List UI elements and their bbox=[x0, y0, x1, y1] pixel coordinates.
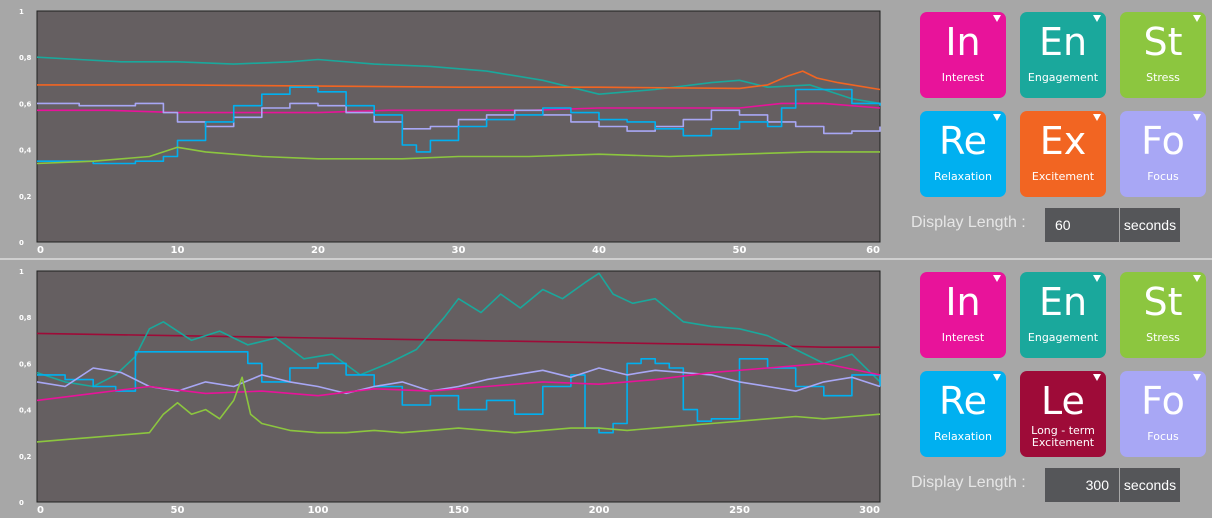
chart300-x-tick-label: 200 bbox=[589, 505, 610, 516]
chart60-y-tick-label: 0,2 bbox=[19, 193, 32, 201]
tile-stress[interactable]: St Stress bbox=[1120, 12, 1206, 98]
emotion-panel-60s: 0 10 20 30 40 50 60 0 0,2 0,4 0,6 0,8 1 In Interest … bbox=[0, 0, 1212, 258]
chart60-y-tick-label: 1 bbox=[19, 8, 24, 16]
chart300-y-tick-label: 0 bbox=[19, 499, 24, 507]
dropdown-caret-icon[interactable] bbox=[993, 15, 1001, 22]
tile-symbol: Fo bbox=[1141, 119, 1185, 163]
tile-engagement[interactable]: En Engagement bbox=[1020, 272, 1106, 358]
dropdown-caret-icon[interactable] bbox=[1093, 15, 1101, 22]
chart60-y-tick-label: 0,4 bbox=[19, 147, 32, 155]
dropdown-caret-icon[interactable] bbox=[993, 275, 1001, 282]
tile-engagement[interactable]: En Engagement bbox=[1020, 12, 1106, 98]
tile-label: Engagement bbox=[1027, 331, 1099, 344]
tile-label: Focus bbox=[1147, 430, 1179, 443]
emotion-panel-300s: 0 50 100 150 200 250 300 0 0,2 0,4 0,6 0,8 1 In Inte… bbox=[0, 260, 1212, 518]
tile-relaxation[interactable]: Re Relaxation bbox=[920, 371, 1006, 457]
tile-symbol: Re bbox=[938, 119, 988, 163]
tile-label: Interest bbox=[941, 71, 985, 84]
panel-divider bbox=[0, 258, 1212, 260]
tile-interest[interactable]: In Interest bbox=[920, 272, 1006, 358]
tile-focus[interactable]: Fo Focus bbox=[1120, 111, 1206, 197]
metrics-chart-60s-svg: 0 10 20 30 40 50 60 0 0,2 0,4 0,6 0,8 1 bbox=[19, 8, 881, 256]
tile-label: Engagement bbox=[1027, 71, 1099, 84]
tile-label: Focus bbox=[1147, 170, 1179, 183]
dropdown-caret-icon[interactable] bbox=[1193, 114, 1201, 121]
tile-stress[interactable]: St Stress bbox=[1120, 272, 1206, 358]
dropdown-caret-icon[interactable] bbox=[993, 114, 1001, 121]
tile-symbol: Le bbox=[1041, 379, 1085, 423]
metrics-chart-300s-svg: 0 50 100 150 200 250 300 0 0,2 0,4 0,6 0,8 1 bbox=[19, 268, 881, 516]
dropdown-caret-icon[interactable] bbox=[1193, 374, 1201, 381]
tile-long-term-excitement[interactable]: Le Long - term Excitement bbox=[1020, 371, 1106, 457]
display-length-unit: seconds bbox=[1120, 468, 1180, 502]
chart300-x-tick-label: 300 bbox=[859, 505, 880, 516]
dropdown-caret-icon[interactable] bbox=[1193, 15, 1201, 22]
chart60-y-tick-label: 0,6 bbox=[19, 100, 32, 108]
chart300-x-tick-label: 250 bbox=[729, 505, 750, 516]
chart60-y-tick-label: 0,8 bbox=[19, 54, 32, 62]
display-length-label: Display Length : bbox=[911, 214, 1026, 231]
display-length-unit: seconds bbox=[1120, 208, 1180, 242]
chart60-x-tick-label: 10 bbox=[171, 245, 185, 256]
display-length-input[interactable] bbox=[1045, 208, 1119, 242]
tile-interest[interactable]: In Interest bbox=[920, 12, 1006, 98]
chart300-series-stress bbox=[36, 376, 881, 443]
chart300-series-longterm bbox=[36, 332, 880, 348]
chart60-x-tick-label: 40 bbox=[592, 245, 606, 256]
dropdown-caret-icon[interactable] bbox=[1093, 275, 1101, 282]
chart60-series-engagement bbox=[36, 56, 881, 105]
chart60-x-tick-label: 20 bbox=[311, 245, 325, 256]
chart300-x-tick-label: 150 bbox=[448, 505, 469, 516]
tile-symbol: In bbox=[945, 280, 981, 324]
chart300-series-focus bbox=[36, 367, 881, 395]
chart300-y-tick-label: 1 bbox=[19, 268, 24, 276]
metrics-chart-60s: 0 10 20 30 40 50 60 0 0,2 0,4 0,6 0,8 1 bbox=[0, 0, 895, 258]
chart300-y-tick-label: 0,4 bbox=[19, 407, 32, 415]
chart60-series-excitement bbox=[37, 70, 881, 91]
chart300-series-engagement bbox=[36, 272, 881, 388]
tile-excitement[interactable]: Ex Excitement bbox=[1020, 111, 1106, 197]
tile-label: Relaxation bbox=[933, 430, 993, 443]
dropdown-caret-icon[interactable] bbox=[993, 374, 1001, 381]
tile-label: Interest bbox=[941, 331, 985, 344]
tile-focus[interactable]: Fo Focus bbox=[1120, 371, 1206, 457]
chart60-series-interest bbox=[37, 102, 881, 114]
chart60-x-tick-label: 50 bbox=[733, 245, 747, 256]
chart300-y-tick-label: 0,8 bbox=[19, 314, 32, 322]
chart60-x-tick-label: 0 bbox=[37, 245, 44, 256]
display-length-input[interactable] bbox=[1045, 468, 1119, 502]
chart60-series-relaxation bbox=[37, 86, 881, 165]
display-length-label: Display Length : bbox=[911, 474, 1026, 491]
tile-label: Excitement bbox=[1031, 170, 1095, 183]
tile-symbol: Ex bbox=[1039, 119, 1087, 163]
chart60-y-tick-label: 0 bbox=[19, 239, 24, 247]
tile-label: Long - term Excitement bbox=[1031, 424, 1095, 449]
metrics-chart-300s: 0 50 100 150 200 250 300 0 0,2 0,4 0,6 0,8 1 bbox=[0, 260, 895, 518]
tile-label: Relaxation bbox=[933, 170, 993, 183]
tile-symbol: Fo bbox=[1141, 379, 1185, 423]
chart300-series-relaxation bbox=[37, 351, 881, 434]
chart60-x-tick-label: 30 bbox=[452, 245, 466, 256]
tile-label: Stress bbox=[1146, 71, 1180, 84]
chart300-x-tick-label: 50 bbox=[171, 505, 185, 516]
tile-symbol: En bbox=[1038, 20, 1088, 64]
tile-symbol: Re bbox=[938, 379, 988, 423]
tile-symbol: En bbox=[1038, 280, 1088, 324]
chart300-series-interest bbox=[36, 362, 881, 402]
chart300-y-tick-label: 0,2 bbox=[19, 453, 32, 461]
chart300-y-tick-label: 0,6 bbox=[19, 360, 32, 368]
tile-relaxation[interactable]: Re Relaxation bbox=[920, 111, 1006, 197]
dropdown-caret-icon[interactable] bbox=[1093, 114, 1101, 121]
tile-symbol: St bbox=[1143, 280, 1183, 324]
dropdown-caret-icon[interactable] bbox=[1093, 374, 1101, 381]
tile-label: Stress bbox=[1146, 331, 1180, 344]
chart300-x-tick-label: 0 bbox=[37, 505, 44, 516]
chart60-x-tick-label: 60 bbox=[866, 245, 880, 256]
chart300-x-tick-label: 100 bbox=[308, 505, 329, 516]
dropdown-caret-icon[interactable] bbox=[1193, 275, 1201, 282]
chart60-series-stress bbox=[36, 146, 880, 165]
tile-symbol: St bbox=[1143, 20, 1183, 64]
tile-symbol: In bbox=[945, 20, 981, 64]
